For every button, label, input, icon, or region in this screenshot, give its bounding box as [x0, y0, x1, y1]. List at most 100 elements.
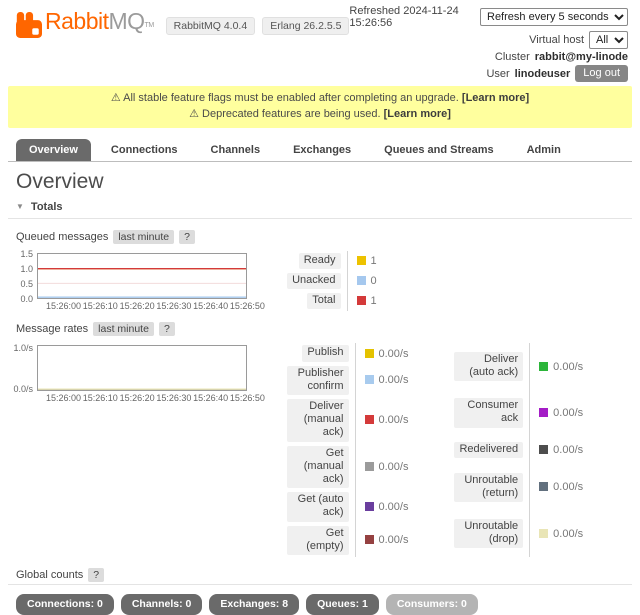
legend-row-deliver-manual-ack: Deliver (manual ack) 0.00/s: [287, 397, 409, 444]
y-tick: 0.0: [20, 293, 33, 304]
refresh-interval-select[interactable]: Refresh every 5 seconds: [480, 8, 628, 26]
legend-value: 0.00/s: [378, 374, 409, 387]
legend-value: 1: [370, 254, 377, 267]
erlang-version-badge: Erlang 26.2.5.5: [262, 17, 350, 35]
queued-x-axis: 15:26:00 15:26:10 15:26:20 15:26:30 15:2…: [46, 301, 265, 311]
exchanges-count-badge[interactable]: Exchanges: 8: [209, 593, 300, 615]
legend-value: 0.00/s: [553, 360, 584, 373]
tab-overview[interactable]: Overview: [16, 138, 91, 161]
legend-row-get-manual-ack: Get (manual ack) 0.00/s: [287, 443, 409, 491]
legend-label: Deliver (manual ack): [287, 399, 349, 442]
logout-button[interactable]: Log out: [575, 65, 628, 82]
deprecated-learn-more-link[interactable]: [Learn more]: [383, 107, 451, 120]
legend-value: 0.00/s: [553, 444, 584, 457]
virtual-host-row: Virtual host All: [349, 31, 628, 49]
rabbitmq-version-badge: RabbitMQ 4.0.4: [165, 17, 256, 35]
tab-bar: Overview Connections Channels Exchanges …: [8, 138, 632, 162]
publisher-confirm-swatch-icon: [364, 375, 374, 385]
legend-label: Publisher confirm: [287, 365, 349, 395]
virtual-host-label: Virtual host: [529, 34, 584, 46]
unroutable-return-swatch-icon: [539, 482, 549, 492]
legend-row-publish: Publish 0.00/s: [287, 343, 409, 364]
header-controls: Refreshed 2024-11-24 15:26:56 Refresh ev…: [349, 5, 628, 84]
queued-messages-title-row: Queued messages last minute ?: [16, 229, 632, 244]
totals-label: Totals: [30, 200, 63, 213]
message-rates-title: Message rates: [16, 323, 89, 336]
rabbitmq-logo-icon: [16, 12, 42, 38]
y-tick: 0.0/s: [13, 384, 33, 395]
legend-value: 0.00/s: [378, 534, 409, 547]
deliver-manual-ack-swatch-icon: [364, 415, 374, 425]
connections-count-badge[interactable]: Connections: 0: [16, 593, 114, 615]
queued-legend: Ready 1 Unacked 0 Total 1: [287, 250, 377, 312]
global-count-badges: Connections: 0 Channels: 0 Exchanges: 8 …: [16, 593, 632, 615]
redelivered-swatch-icon: [539, 445, 549, 455]
total-swatch-icon: [356, 296, 366, 306]
queued-y-axis: 1.5 1.0 0.5 0.0: [16, 249, 35, 304]
consumers-count-badge: Consumers: 0: [385, 593, 478, 615]
legend-row-consumer-ack: Consumer ack 0.00/s: [454, 389, 584, 437]
legend-value: 0.00/s: [378, 460, 409, 473]
page-title: Overview: [16, 169, 104, 193]
legend-label: Get (manual ack): [287, 445, 349, 489]
tab-connections[interactable]: Connections: [110, 143, 178, 156]
legend-value: 1: [370, 295, 377, 308]
legend-row-ready: Ready 1: [287, 250, 377, 272]
legend-row-publisher-confirm: Publisher confirm 0.00/s: [287, 363, 409, 397]
cluster-name: rabbit@my-linode: [534, 51, 628, 63]
channels-count-badge[interactable]: Channels: 0: [120, 593, 203, 615]
global-counts-title: Global counts: [16, 568, 84, 581]
warning-banner: ⚠ All stable feature flags must be enabl…: [8, 86, 632, 128]
legend-label: Deliver (auto ack): [454, 351, 524, 382]
feature-flags-learn-more-link[interactable]: [Learn more]: [461, 92, 530, 104]
virtual-host-select[interactable]: All: [589, 31, 628, 49]
rabbitmq-logo[interactable]: RabbitMQTM: [16, 5, 154, 42]
legend-row-deliver-auto-ack: Deliver (auto ack) 0.00/s: [454, 343, 584, 390]
refresh-row: Refreshed 2024-11-24 15:26:56 Refresh ev…: [349, 5, 628, 29]
get-auto-ack-swatch-icon: [364, 501, 374, 511]
user-name: linodeuser: [514, 67, 571, 80]
rates-help-icon[interactable]: ?: [158, 322, 175, 337]
rates-legend-right: Deliver (auto ack) 0.00/s Consumer ack 0…: [454, 343, 584, 557]
tab-channels[interactable]: Channels: [210, 143, 261, 156]
publish-swatch-icon: [364, 348, 374, 358]
user-row: User linodeuser Log out: [349, 65, 628, 82]
legend-label: Unroutable (return): [454, 472, 524, 503]
x-tick: 15:26:00: [46, 300, 82, 311]
tab-admin[interactable]: Admin: [526, 143, 561, 156]
legend-label: Get (auto ack): [287, 492, 349, 522]
totals-section-header[interactable]: ▼ Totals: [8, 199, 632, 219]
rates-range-badge[interactable]: last minute: [93, 322, 154, 337]
tab-exchanges[interactable]: Exchanges: [293, 143, 352, 156]
legend-label: Publish: [302, 345, 349, 362]
queued-help-icon[interactable]: ?: [179, 229, 195, 244]
legend-value: 0.00/s: [553, 406, 584, 419]
legend-label: Get (empty): [287, 525, 349, 555]
legend-row-get-auto-ack: Get (auto ack) 0.00/s: [287, 490, 409, 524]
legend-value: 0.00/s: [378, 347, 409, 360]
legend-label: Unroutable (drop): [454, 519, 524, 549]
y-tick: 0.5: [20, 278, 33, 289]
message-rates-chart-block: 1.0/s 0.0/s 15:26:00 15:26:10 15:26:20 1…: [13, 343, 632, 557]
x-tick: 15:26:20: [119, 300, 155, 311]
global-counts-title-row: Global counts ?: [16, 567, 632, 582]
rates-legend: Publish 0.00/s Publisher confirm 0.00/s …: [287, 343, 584, 557]
rates-x-axis: 15:26:00 15:26:10 15:26:20 15:26:30 15:2…: [46, 393, 265, 403]
queues-count-badge[interactable]: Queues: 1: [306, 593, 379, 615]
legend-label: Redelivered: [454, 442, 524, 459]
main-content: Overview ▼ Totals Queued messages last m…: [8, 170, 632, 615]
tab-queues-and-streams[interactable]: Queues and Streams: [384, 143, 494, 156]
warning-feature-flags: ⚠ All stable feature flags must be enabl…: [14, 91, 626, 107]
global-counts-help-icon[interactable]: ?: [88, 567, 105, 582]
x-tick: 15:26:50: [229, 300, 265, 311]
queued-range-badge[interactable]: last minute: [113, 229, 175, 244]
deliver-auto-ack-swatch-icon: [539, 361, 549, 371]
legend-row-unroutable-drop: Unroutable (drop) 0.00/s: [454, 510, 584, 557]
legend-value: 0.00/s: [378, 414, 409, 427]
legend-value: 0.00/s: [378, 500, 409, 513]
y-tick: 1.0/s: [13, 343, 33, 354]
legend-row-get-empty: Get (empty) 0.00/s: [287, 523, 409, 557]
message-rates-chart: [38, 388, 246, 391]
x-tick: 15:26:00: [46, 393, 82, 404]
queued-chart-plot: 1.5 1.0 0.5 0.0 15:26:00 15:26:10 15:26:…: [16, 249, 265, 311]
